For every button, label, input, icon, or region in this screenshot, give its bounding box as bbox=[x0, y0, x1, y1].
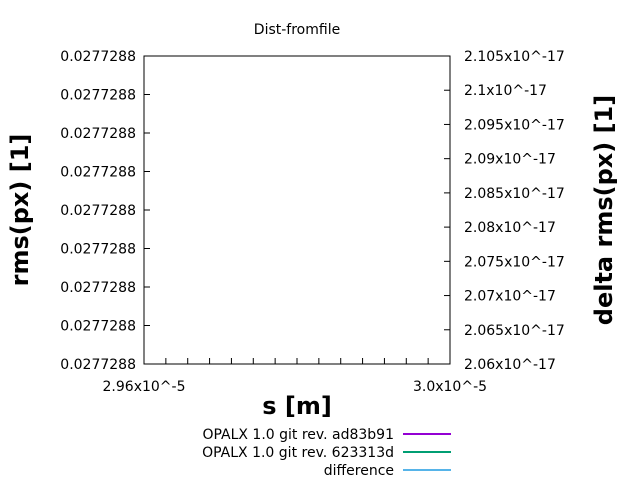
y-tick-label: 0.0277288 bbox=[60, 203, 136, 219]
y-tick-label: 0.0277288 bbox=[60, 49, 136, 65]
x-tick-label: 2.96x10^-5 bbox=[103, 379, 186, 395]
y-axis-label: rms(px) [1] bbox=[6, 134, 34, 287]
y-axis: 0.0277288 0.0277288 0.0277288 0.0277288 0.02… bbox=[60, 49, 150, 373]
y-tick-label: 0.0277288 bbox=[60, 165, 136, 181]
x-axis-label: s [m] bbox=[262, 392, 332, 420]
y2-tick-label: 2.085x10^-17 bbox=[464, 186, 565, 202]
y-tick-label: 0.0277288 bbox=[60, 319, 136, 335]
y2-tick-label: 2.075x10^-17 bbox=[464, 254, 565, 270]
y2-tick-label: 2.065x10^-17 bbox=[464, 323, 565, 339]
legend-label: OPALX 1.0 git rev. 623313d bbox=[202, 445, 394, 461]
y-tick-label: 0.0277288 bbox=[60, 88, 136, 104]
y-tick-label: 0.0277288 bbox=[60, 280, 136, 296]
y-tick-label: 0.0277288 bbox=[60, 126, 136, 142]
legend-label: OPALX 1.0 git rev. ad83b91 bbox=[202, 427, 394, 443]
y2-axis-label: delta rms(px) [1] bbox=[590, 95, 618, 325]
y-tick-label: 0.0277288 bbox=[60, 357, 136, 373]
y2-tick-label: 2.06x10^-17 bbox=[464, 357, 556, 373]
y2-tick-label: 2.08x10^-17 bbox=[464, 220, 556, 236]
y2-axis: 2.06x10^-17 2.065x10^-17 2.07x10^-17 2.075x… bbox=[444, 49, 565, 373]
chart-title: Dist-fromfile bbox=[254, 22, 340, 38]
y2-tick-label: 2.07x10^-17 bbox=[464, 289, 556, 305]
y2-tick-label: 2.105x10^-17 bbox=[464, 49, 565, 65]
legend: OPALX 1.0 git rev. ad83b91 OPALX 1.0 git … bbox=[202, 427, 451, 479]
y2-tick-label: 2.095x10^-17 bbox=[464, 117, 565, 133]
plot-area bbox=[143, 55, 451, 365]
y2-tick-label: 2.09x10^-17 bbox=[464, 152, 556, 168]
legend-label: difference bbox=[324, 463, 394, 479]
x-axis: 2.96x10^-5 3.0x10^-5 bbox=[103, 358, 487, 395]
x-tick-label: 3.0x10^-5 bbox=[413, 379, 487, 395]
y-tick-label: 0.0277288 bbox=[60, 242, 136, 258]
y2-tick-label: 2.1x10^-17 bbox=[464, 83, 547, 99]
